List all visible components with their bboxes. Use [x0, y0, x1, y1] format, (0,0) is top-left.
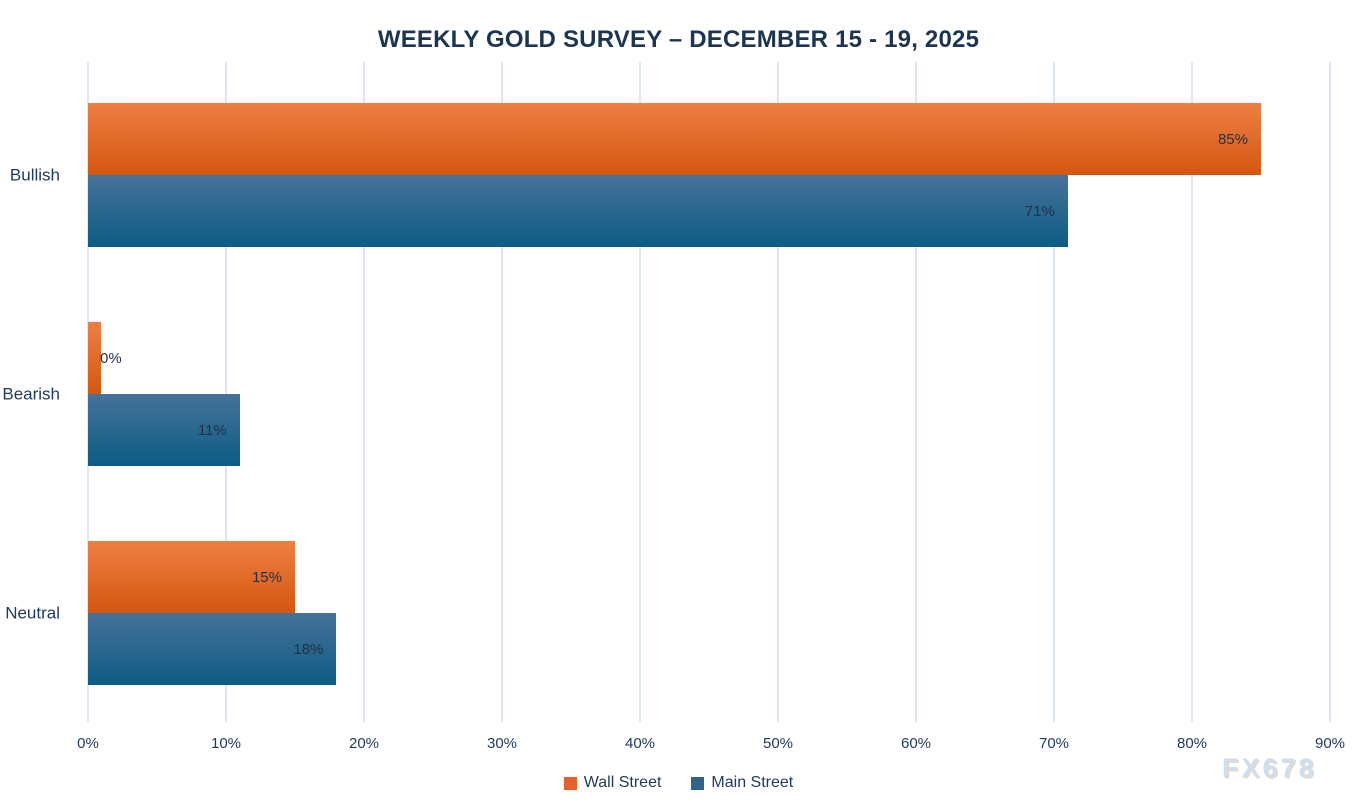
x-tick-label: 90% [1314, 735, 1346, 752]
x-tick-label: 10% [210, 735, 242, 752]
category-label-bearish: Bearish [2, 384, 60, 404]
bar-main-street-bullish: 71% [88, 175, 1068, 247]
gridline [777, 62, 779, 722]
bar-main-street-neutral: 18% [88, 613, 337, 685]
data-label: 18% [293, 640, 324, 658]
legend-label: Main Street [711, 774, 794, 791]
legend-item-wall-street: Wall Street [563, 774, 662, 792]
legend-swatch-icon [691, 776, 705, 790]
gridline [1191, 62, 1193, 722]
legend: Wall Street Main Street [0, 774, 1357, 792]
plot-area: 85% 71% 0% 11% 15% 18% [87, 62, 1331, 722]
bar-wall-street-neutral: 15% [88, 541, 295, 613]
gridline [1329, 62, 1331, 722]
chart-title: WEEKLY GOLD SURVEY – DECEMBER 15 - 19, 2… [377, 26, 980, 53]
data-label: 15% [251, 568, 282, 586]
bar-wall-street-bullish: 85% [88, 103, 1261, 175]
legend-item-main-street: Main Street [691, 774, 793, 792]
category-label-neutral: Neutral [5, 603, 60, 623]
x-axis: 0% 10% 20% 30% 40% 50% 60% 70% 80% 90% [77, 735, 1345, 757]
data-label: 0% [100, 349, 122, 367]
x-tick-label: 50% [762, 735, 794, 752]
x-tick-label: 40% [624, 735, 656, 752]
legend-swatch-icon [563, 776, 577, 790]
gridline [363, 62, 365, 722]
bar-wall-street-bearish: 0% [88, 322, 122, 394]
watermark: FX678 [1222, 753, 1317, 783]
x-tick-label: 20% [348, 735, 380, 752]
gridline [639, 62, 641, 722]
gridline [501, 62, 503, 722]
gridline [1053, 62, 1055, 722]
x-tick-label: 0% [77, 735, 99, 752]
bar-main-street-bearish: 11% [88, 394, 240, 466]
data-label: 85% [1217, 130, 1248, 148]
x-tick-label: 70% [1038, 735, 1070, 752]
data-label: 11% [197, 421, 227, 439]
gridline [915, 62, 917, 722]
legend-label: Wall Street [583, 774, 662, 791]
category-label-bullish: Bullish [9, 165, 60, 185]
data-label: 71% [1024, 202, 1055, 220]
x-tick-label: 80% [1176, 735, 1208, 752]
gridline [225, 62, 227, 722]
x-tick-label: 60% [900, 735, 932, 752]
x-tick-label: 30% [486, 735, 518, 752]
